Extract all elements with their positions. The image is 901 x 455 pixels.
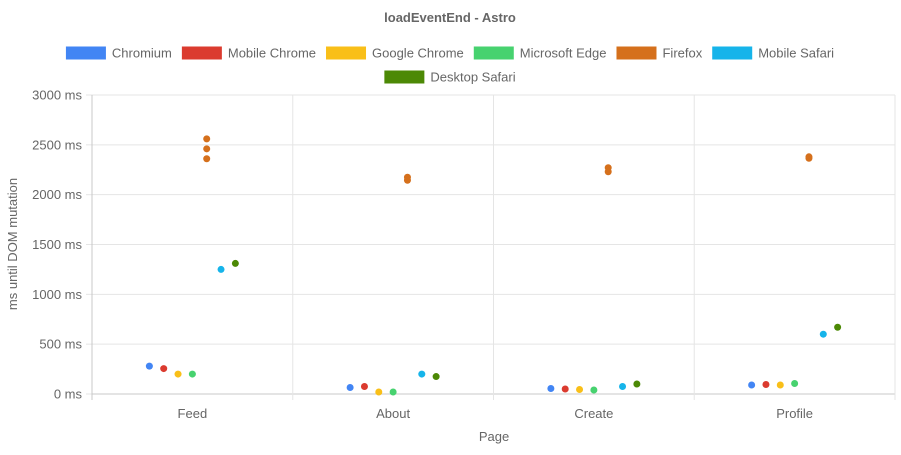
legend-swatch (65, 46, 106, 60)
data-point (776, 381, 784, 389)
legend-label: Mobile Chrome (228, 46, 316, 61)
legend-label: Google Chrome (372, 46, 464, 61)
legend-label: Mobile Safari (758, 46, 834, 61)
legend-swatch (181, 46, 222, 60)
legend-label: Firefox (662, 46, 702, 61)
data-point (188, 370, 196, 378)
data-point (160, 365, 168, 373)
legend-swatch (384, 70, 425, 84)
x-tick-label: Create (574, 406, 613, 421)
data-point (633, 380, 641, 388)
legend-swatch (712, 46, 753, 60)
data-point (231, 259, 239, 267)
y-axis-label: ms until DOM mutation (5, 178, 20, 310)
data-point (805, 154, 813, 162)
data-point (403, 176, 411, 184)
y-axis: 0 ms 500 ms 1000 ms 1500 ms 2000 ms 2500 ms 30… (32, 88, 82, 402)
data-point (619, 383, 627, 391)
y-tick-label: 1000 ms (32, 287, 82, 302)
data-point (389, 388, 397, 396)
data-point (590, 386, 598, 394)
data-point (174, 370, 182, 378)
chart-title: loadEventEnd - Astro (384, 10, 516, 25)
data-point (547, 385, 555, 393)
data-point (819, 330, 827, 338)
data-point (834, 323, 842, 331)
y-tick-label: 3000 ms (32, 88, 82, 103)
data-point (791, 380, 799, 388)
legend: Chromium Mobile Chrome Google Chrome Micros… (65, 46, 834, 85)
x-tick-label: Profile (776, 406, 813, 421)
y-tick-label: 2500 ms (32, 137, 82, 152)
data-point (203, 155, 211, 163)
y-tick-label: 0 ms (54, 387, 83, 402)
data-points (145, 135, 842, 396)
data-point (360, 383, 368, 391)
data-point (762, 381, 770, 389)
y-tick-label: 2000 ms (32, 187, 82, 202)
legend-label: Desktop Safari (430, 70, 515, 85)
legend-label: Chromium (112, 46, 172, 61)
y-tick-label: 1500 ms (32, 237, 82, 252)
data-point (748, 381, 756, 389)
grid (86, 94, 896, 400)
data-point (203, 135, 211, 143)
x-tick-label: About (376, 406, 410, 421)
data-point (604, 168, 612, 176)
x-axis-label: Page (479, 429, 509, 444)
data-point (418, 370, 426, 378)
data-point (561, 385, 569, 393)
data-point (145, 362, 153, 370)
data-point (432, 373, 440, 381)
data-point (203, 145, 211, 153)
x-axis: Feed About Create Profile (178, 406, 814, 421)
legend-swatch (473, 46, 514, 60)
data-point (217, 265, 225, 273)
legend-label: Microsoft Edge (520, 46, 607, 61)
y-tick-label: 500 ms (39, 337, 82, 352)
data-point (346, 384, 354, 392)
legend-swatch (326, 46, 367, 60)
data-point (375, 388, 383, 396)
legend-swatch (616, 46, 657, 60)
x-tick-label: Feed (178, 406, 208, 421)
data-point (576, 386, 584, 394)
